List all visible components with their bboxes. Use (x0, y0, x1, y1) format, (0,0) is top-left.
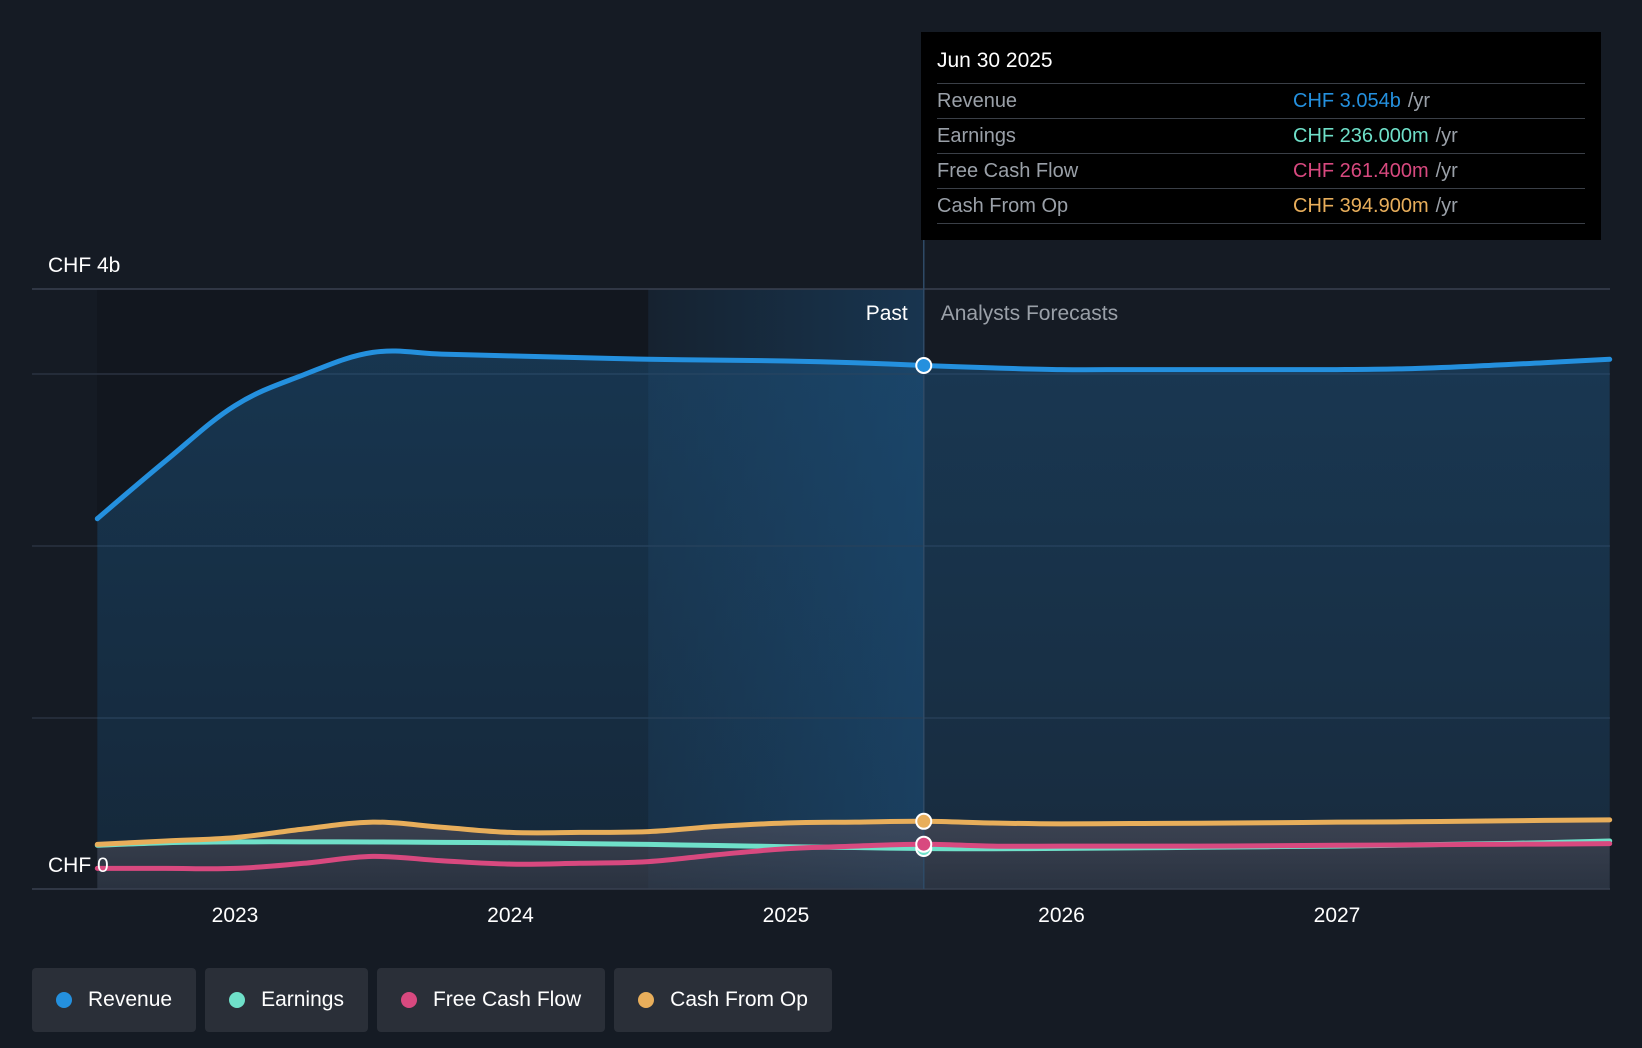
legend-label: Cash From Op (670, 988, 808, 1011)
tooltip-unit: /yr (1435, 159, 1458, 182)
revenue-line (94, 348, 1613, 522)
x-tick-label: 2025 (763, 904, 810, 927)
legend-item-cash-from-op[interactable]: Cash From Op (614, 968, 832, 1032)
cash-from-op-area (97, 819, 1610, 889)
legend-label: Earnings (261, 988, 344, 1011)
tooltip-value: CHF 261.400m (1293, 159, 1429, 182)
legend-dot-icon (400, 992, 417, 1008)
revenue-area (97, 351, 1610, 889)
tooltip-row-cash-from-op: Cash From Op CHF 394.900m /yr (937, 189, 1585, 224)
tooltip-unit: /yr (1435, 124, 1458, 147)
tooltip-unit: /yr (1407, 89, 1431, 112)
tooltip-panel: Jun 30 2025 Revenue CHF 3.054b /yr Earni… (921, 32, 1601, 240)
legend-dot-icon (56, 992, 72, 1008)
y-tick-label: CHF 0 (48, 854, 109, 877)
revenue-marker (915, 356, 933, 374)
x-tick-label: 2026 (1038, 904, 1085, 927)
x-tick-label: 2024 (487, 904, 534, 927)
y-tick-label: CHF 4b (48, 254, 120, 277)
forecast-label: Analysts Forecasts (941, 302, 1118, 325)
tooltip-value: CHF 3.054b (1293, 89, 1401, 112)
tooltip-label: Revenue (937, 89, 1018, 112)
tooltip-unit: /yr (1435, 194, 1458, 217)
past-label: Past (866, 302, 908, 325)
free-cash-flow-line (94, 841, 1613, 872)
tooltip-row-revenue: Revenue CHF 3.054b /yr (937, 84, 1585, 119)
legend-label: Revenue (88, 988, 173, 1011)
legend-dot-icon (638, 992, 655, 1008)
tooltip-value: CHF 236.000m (1293, 124, 1429, 147)
free-cash-flow-marker (915, 835, 933, 853)
legend-label: Free Cash Flow (432, 988, 582, 1011)
legend-dot-icon (229, 992, 246, 1008)
x-tick-label: 2023 (212, 904, 259, 927)
tooltip-label: Free Cash Flow (937, 159, 1079, 182)
cash-from-op-line (94, 817, 1613, 847)
tooltip-row-earnings: Earnings CHF 236.000m /yr (937, 119, 1585, 154)
legend-item-free-cash-flow[interactable]: Free Cash Flow (376, 968, 606, 1032)
legend-item-revenue[interactable]: Revenue (32, 968, 197, 1032)
legend: Revenue Earnings Free Cash Flow Cash Fro… (32, 968, 832, 1032)
tooltip-label: Earnings (937, 124, 1016, 147)
cash-from-op-marker (915, 812, 933, 830)
tooltip-date: Jun 30 2025 (937, 48, 1585, 84)
tooltip-row-free-cash-flow: Free Cash Flow CHF 261.400m /yr (937, 154, 1585, 189)
legend-item-earnings[interactable]: Earnings (205, 968, 368, 1032)
tooltip-value: CHF 394.900m (1293, 194, 1429, 217)
x-tick-label: 2027 (1314, 904, 1361, 927)
tooltip-label: Cash From Op (937, 194, 1069, 217)
